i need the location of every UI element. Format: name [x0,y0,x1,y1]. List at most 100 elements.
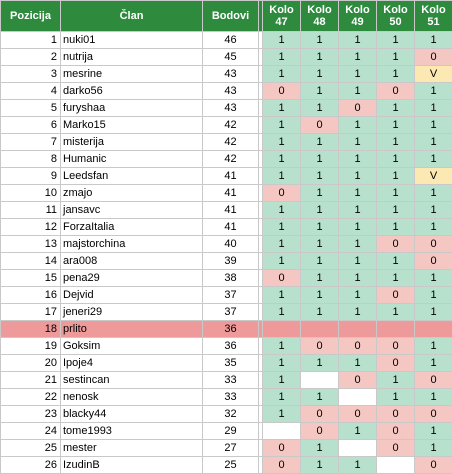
kolo-cell[interactable]: 1 [377,66,415,83]
position-cell[interactable]: 10 [1,185,61,202]
member-cell[interactable]: majstorchina [61,236,203,253]
member-cell[interactable]: blacky44 [61,406,203,423]
kolo-cell[interactable]: 1 [377,117,415,134]
kolo-cell[interactable]: 1 [263,355,301,372]
kolo-cell[interactable] [263,321,301,338]
kolo-cell[interactable] [415,321,452,338]
kolo-cell[interactable]: 0 [415,236,452,253]
position-cell[interactable]: 23 [1,406,61,423]
kolo-cell[interactable]: 1 [415,100,452,117]
kolo-cell[interactable]: 1 [263,389,301,406]
kolo-cell[interactable]: 1 [263,100,301,117]
position-cell[interactable]: 14 [1,253,61,270]
position-cell[interactable]: 22 [1,389,61,406]
header-clan[interactable]: Član [61,1,203,32]
kolo-cell[interactable]: 1 [415,355,452,372]
kolo-cell[interactable]: 1 [415,338,452,355]
member-cell[interactable]: Leedsfan [61,168,203,185]
position-cell[interactable]: 15 [1,270,61,287]
position-cell[interactable]: 12 [1,219,61,236]
points-cell[interactable]: 36 [203,338,259,355]
member-cell[interactable]: pena29 [61,270,203,287]
kolo-cell[interactable]: 1 [339,66,377,83]
kolo-cell[interactable]: 0 [301,423,339,440]
points-cell[interactable]: 46 [203,32,259,49]
points-cell[interactable]: 37 [203,287,259,304]
kolo-cell[interactable]: 1 [263,304,301,321]
kolo-cell[interactable]: 1 [377,134,415,151]
kolo-cell[interactable]: 0 [301,117,339,134]
member-cell[interactable]: Humanic [61,151,203,168]
kolo-cell[interactable]: 1 [301,66,339,83]
kolo-cell[interactable]: 0 [339,338,377,355]
kolo-cell[interactable]: 1 [301,440,339,457]
kolo-cell[interactable]: 1 [301,83,339,100]
kolo-cell[interactable]: 0 [301,338,339,355]
kolo-cell[interactable] [301,321,339,338]
member-cell[interactable]: ForzaItalia [61,219,203,236]
kolo-cell[interactable]: 1 [339,185,377,202]
position-cell[interactable]: 11 [1,202,61,219]
kolo-cell[interactable]: 0 [415,406,452,423]
kolo-cell[interactable] [263,423,301,440]
points-cell[interactable]: 36 [203,321,259,338]
position-cell[interactable]: 2 [1,49,61,66]
member-cell[interactable]: Ipoje4 [61,355,203,372]
position-cell[interactable]: 8 [1,151,61,168]
points-cell[interactable]: 45 [203,49,259,66]
header-bodovi[interactable]: Bodovi [203,1,259,32]
member-cell[interactable]: prlito [61,321,203,338]
kolo-cell[interactable]: 1 [339,202,377,219]
kolo-cell[interactable]: 0 [377,338,415,355]
kolo-cell[interactable]: 0 [377,355,415,372]
position-cell[interactable]: 3 [1,66,61,83]
points-cell[interactable]: 40 [203,236,259,253]
kolo-cell[interactable]: 0 [415,372,452,389]
kolo-cell[interactable]: 0 [301,406,339,423]
kolo-cell[interactable]: 1 [377,151,415,168]
member-cell[interactable]: zmajo [61,185,203,202]
member-cell[interactable]: sestincan [61,372,203,389]
kolo-cell[interactable]: 1 [415,202,452,219]
header-pozicija[interactable]: Pozicija [1,1,61,32]
kolo-cell[interactable]: 1 [377,270,415,287]
member-cell[interactable]: Marko15 [61,117,203,134]
kolo-cell[interactable]: 0 [377,287,415,304]
points-cell[interactable]: 41 [203,185,259,202]
kolo-cell[interactable]: 1 [301,151,339,168]
points-cell[interactable]: 42 [203,151,259,168]
kolo-cell[interactable]: 1 [415,423,452,440]
kolo-cell[interactable]: 1 [339,151,377,168]
position-cell[interactable]: 17 [1,304,61,321]
kolo-cell[interactable]: 1 [339,304,377,321]
kolo-cell[interactable]: 1 [301,185,339,202]
points-cell[interactable]: 43 [203,66,259,83]
kolo-cell[interactable]: 0 [377,423,415,440]
position-cell[interactable]: 1 [1,32,61,49]
member-cell[interactable]: nenosk [61,389,203,406]
position-cell[interactable]: 18 [1,321,61,338]
member-cell[interactable]: jeneri29 [61,304,203,321]
position-cell[interactable]: 19 [1,338,61,355]
kolo-cell[interactable]: 1 [339,423,377,440]
kolo-cell[interactable]: 1 [263,236,301,253]
kolo-cell[interactable]: 1 [377,389,415,406]
member-cell[interactable]: Dejvid [61,287,203,304]
kolo-cell[interactable]: 1 [377,185,415,202]
kolo-cell[interactable]: 1 [339,83,377,100]
kolo-cell[interactable]: 1 [263,406,301,423]
kolo-cell[interactable]: 0 [377,83,415,100]
kolo-cell[interactable]: V [415,168,452,185]
position-cell[interactable]: 9 [1,168,61,185]
kolo-cell[interactable]: 0 [415,49,452,66]
kolo-cell[interactable]: 1 [263,338,301,355]
points-cell[interactable]: 37 [203,304,259,321]
kolo-cell[interactable]: 0 [377,440,415,457]
kolo-cell[interactable]: 1 [415,287,452,304]
kolo-cell[interactable]: 1 [415,219,452,236]
member-cell[interactable]: ara008 [61,253,203,270]
position-cell[interactable]: 7 [1,134,61,151]
member-cell[interactable]: tome1993 [61,423,203,440]
kolo-cell[interactable]: 1 [377,253,415,270]
